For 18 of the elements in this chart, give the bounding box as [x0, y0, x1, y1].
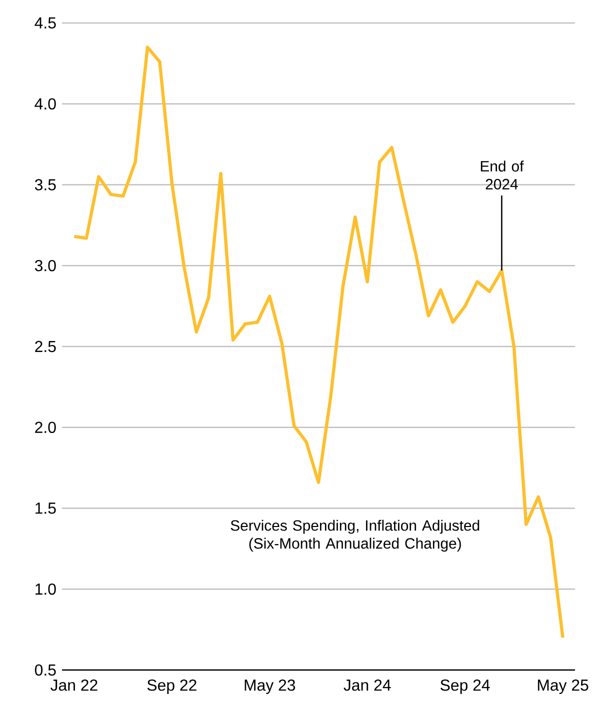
x-tick-label: Jan 22 [50, 680, 98, 691]
x-tick-label: Sep 24 [440, 680, 490, 694]
x-tick-label: Jan 24 [344, 680, 391, 691]
y-tick-label: 2.0 [35, 422, 56, 434]
y-tick-label: 1.0 [36, 583, 56, 595]
y-tick-label: 1.5 [36, 502, 56, 514]
x-tick-label: May 23 [244, 680, 296, 694]
y-tick-label: 4.5 [34, 17, 56, 29]
y-tick-label: 2.5 [35, 340, 56, 352]
annotation: End of 2024 [480, 160, 524, 190]
y-tick-label: 3.5 [34, 179, 56, 190]
text: Services Spending, Inflation Adjusted (Six-Month Annualized Change) [230, 520, 480, 552]
line-series [72, 46, 564, 640]
y-tick-label: 4.0 [34, 98, 56, 110]
x-tick-label: Sep 22 [147, 680, 196, 694]
y-tick-label: 3.0 [34, 260, 56, 272]
y-tick-label: 0.5 [34, 664, 56, 676]
x-tick-label: May 25 [538, 680, 588, 694]
